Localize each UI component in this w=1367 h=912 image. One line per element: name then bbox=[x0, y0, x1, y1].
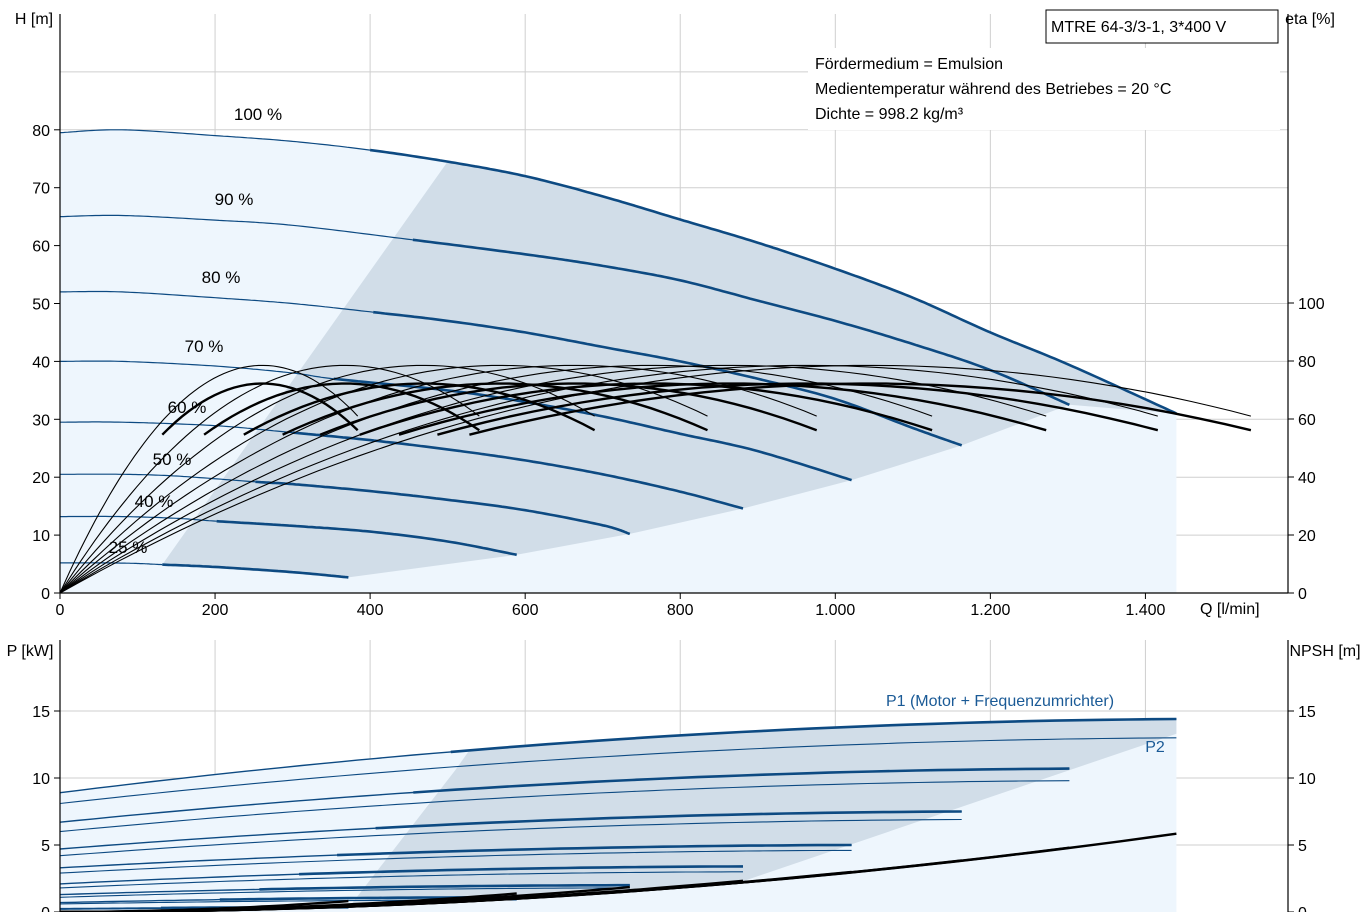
speed-label-90: 90 % bbox=[215, 190, 254, 209]
head-curve-60-thick bbox=[292, 431, 744, 510]
eta-tick-label: 0 bbox=[1298, 586, 1307, 603]
speed-label-50: 50 % bbox=[153, 450, 192, 469]
p1-curve-operating bbox=[375, 810, 962, 830]
p1-curve-operating bbox=[337, 843, 852, 857]
p1-curve-operating bbox=[413, 767, 1070, 794]
p1-curve-operating bbox=[299, 865, 744, 876]
eta-curve bbox=[59, 364, 933, 594]
info-temperature: Medientemperatur während des Betriebes =… bbox=[815, 81, 1171, 98]
p2-curve bbox=[59, 887, 630, 898]
npsh-tick-label: 15 bbox=[1298, 704, 1316, 721]
x-tick-label: 1.400 bbox=[1125, 602, 1165, 619]
eta-curve-operating bbox=[469, 382, 1252, 436]
x-tick-label: 1.000 bbox=[815, 602, 855, 619]
eta-tick-label: 80 bbox=[1298, 354, 1316, 371]
x-tick-label: 1.200 bbox=[970, 602, 1010, 619]
speed-label-80: 80 % bbox=[202, 268, 241, 287]
speed-label-40: 40 % bbox=[135, 492, 174, 511]
h-tick-label: 40 bbox=[32, 354, 50, 371]
p-tick-label: 10 bbox=[32, 771, 50, 788]
h-tick-label: 60 bbox=[32, 239, 50, 256]
head-curve-50-thin bbox=[60, 473, 256, 483]
h-tick-label: 20 bbox=[32, 470, 50, 487]
eta-curve bbox=[59, 364, 708, 594]
npsh-tick-label: 5 bbox=[1298, 838, 1307, 855]
h-tick-label: 30 bbox=[32, 412, 50, 429]
h-tick-label: 50 bbox=[32, 297, 50, 314]
npsh-tick-label: 10 bbox=[1298, 771, 1316, 788]
x-tick-label: 400 bbox=[357, 602, 384, 619]
head-curve-90-thick bbox=[412, 238, 1070, 406]
eta-curve bbox=[59, 364, 480, 594]
h-tick-label: 0 bbox=[41, 586, 50, 603]
p2-curve bbox=[59, 849, 852, 874]
model-label: MTRE 64-3/3-1, 3*400 V bbox=[1051, 19, 1227, 36]
speed-label-60: 60 % bbox=[168, 398, 207, 417]
p-tick-label: 5 bbox=[41, 838, 50, 855]
head-curve-90-thin bbox=[60, 214, 413, 241]
eta-tick-label: 100 bbox=[1298, 296, 1325, 313]
p2-curve bbox=[59, 871, 743, 889]
npsh-tick-label: 0 bbox=[1298, 905, 1307, 912]
eta-tick-label: 60 bbox=[1298, 412, 1316, 429]
p1-curve-operating bbox=[450, 717, 1177, 754]
p1-series-label: P1 (Motor + Frequenzumrichter) bbox=[886, 693, 1114, 710]
axis-labels: 0 200 400 600 800 1.000 1.200 1.400010203040506… bbox=[32, 105, 1325, 912]
eta-curve bbox=[59, 364, 595, 594]
x-tick-label: 200 bbox=[202, 602, 229, 619]
area-operating-range bbox=[162, 161, 1177, 578]
eta-curve bbox=[59, 364, 1158, 594]
p2-curve bbox=[59, 818, 962, 857]
p2-curve bbox=[59, 737, 1177, 805]
eta-tick-label: 20 bbox=[1298, 528, 1316, 545]
head-curve-40-thin bbox=[60, 515, 217, 522]
eta-curve-operating bbox=[319, 382, 818, 436]
h-axis-title: H [m] bbox=[15, 11, 53, 28]
head-curve-40-thick bbox=[216, 519, 517, 557]
eta-tick-label: 40 bbox=[1298, 470, 1316, 487]
head-curve-25-thin bbox=[60, 562, 163, 566]
head-curve-80-thick bbox=[373, 310, 963, 447]
eta-curve bbox=[59, 364, 359, 594]
eta-curve-operating bbox=[359, 382, 933, 436]
h-tick-label: 70 bbox=[32, 181, 50, 198]
p-tick-label: 15 bbox=[32, 704, 50, 721]
curves bbox=[59, 129, 1252, 912]
model-box bbox=[1045, 9, 1279, 44]
p-tick-label: 0 bbox=[41, 905, 50, 912]
p2-curve bbox=[59, 780, 1070, 833]
eta-curve bbox=[59, 364, 1252, 594]
eta-curve-operating bbox=[398, 382, 1047, 436]
info-medium: Fördermedium = Emulsion bbox=[815, 56, 1003, 73]
p-axis-title: P [kW] bbox=[7, 643, 54, 660]
h-tick-label: 80 bbox=[32, 123, 50, 140]
npsh-axis-title: NPSH [m] bbox=[1289, 643, 1360, 660]
x-tick-label: 800 bbox=[667, 602, 694, 619]
head-curve-100-thin bbox=[59, 129, 371, 151]
speed-label-100: 100 % bbox=[234, 105, 282, 124]
head-curve-50-thick bbox=[255, 480, 631, 536]
info-density: Dichte = 998.2 kg/m³ bbox=[815, 106, 964, 123]
head-curve-70-thin bbox=[60, 360, 334, 380]
eta-axis-title: eta [%] bbox=[1285, 11, 1335, 28]
eta-curve-operating bbox=[203, 382, 480, 436]
head-curve-80-thin bbox=[60, 290, 374, 313]
q-axis-title: Q [l/min] bbox=[1200, 601, 1260, 618]
info-background bbox=[808, 48, 1280, 130]
speed-label-25: 25 % bbox=[109, 538, 148, 557]
head-curve-25-thick bbox=[162, 563, 349, 579]
eta-curve-operating bbox=[161, 382, 359, 436]
head-curve-70-thick bbox=[333, 377, 852, 482]
h-tick-label: 10 bbox=[32, 528, 50, 545]
speed-label-70: 70 % bbox=[185, 337, 224, 356]
eta-curve-operating bbox=[437, 382, 1159, 436]
p2-series-label: P2 bbox=[1145, 739, 1165, 756]
axes-frames bbox=[54, 14, 1294, 912]
p1-curve-operating bbox=[259, 883, 630, 891]
eta-curve bbox=[59, 364, 1047, 594]
head-curve-100-thick bbox=[369, 148, 1177, 415]
x-tick-label: 600 bbox=[512, 602, 539, 619]
x-tick-label: 0 bbox=[56, 602, 65, 619]
